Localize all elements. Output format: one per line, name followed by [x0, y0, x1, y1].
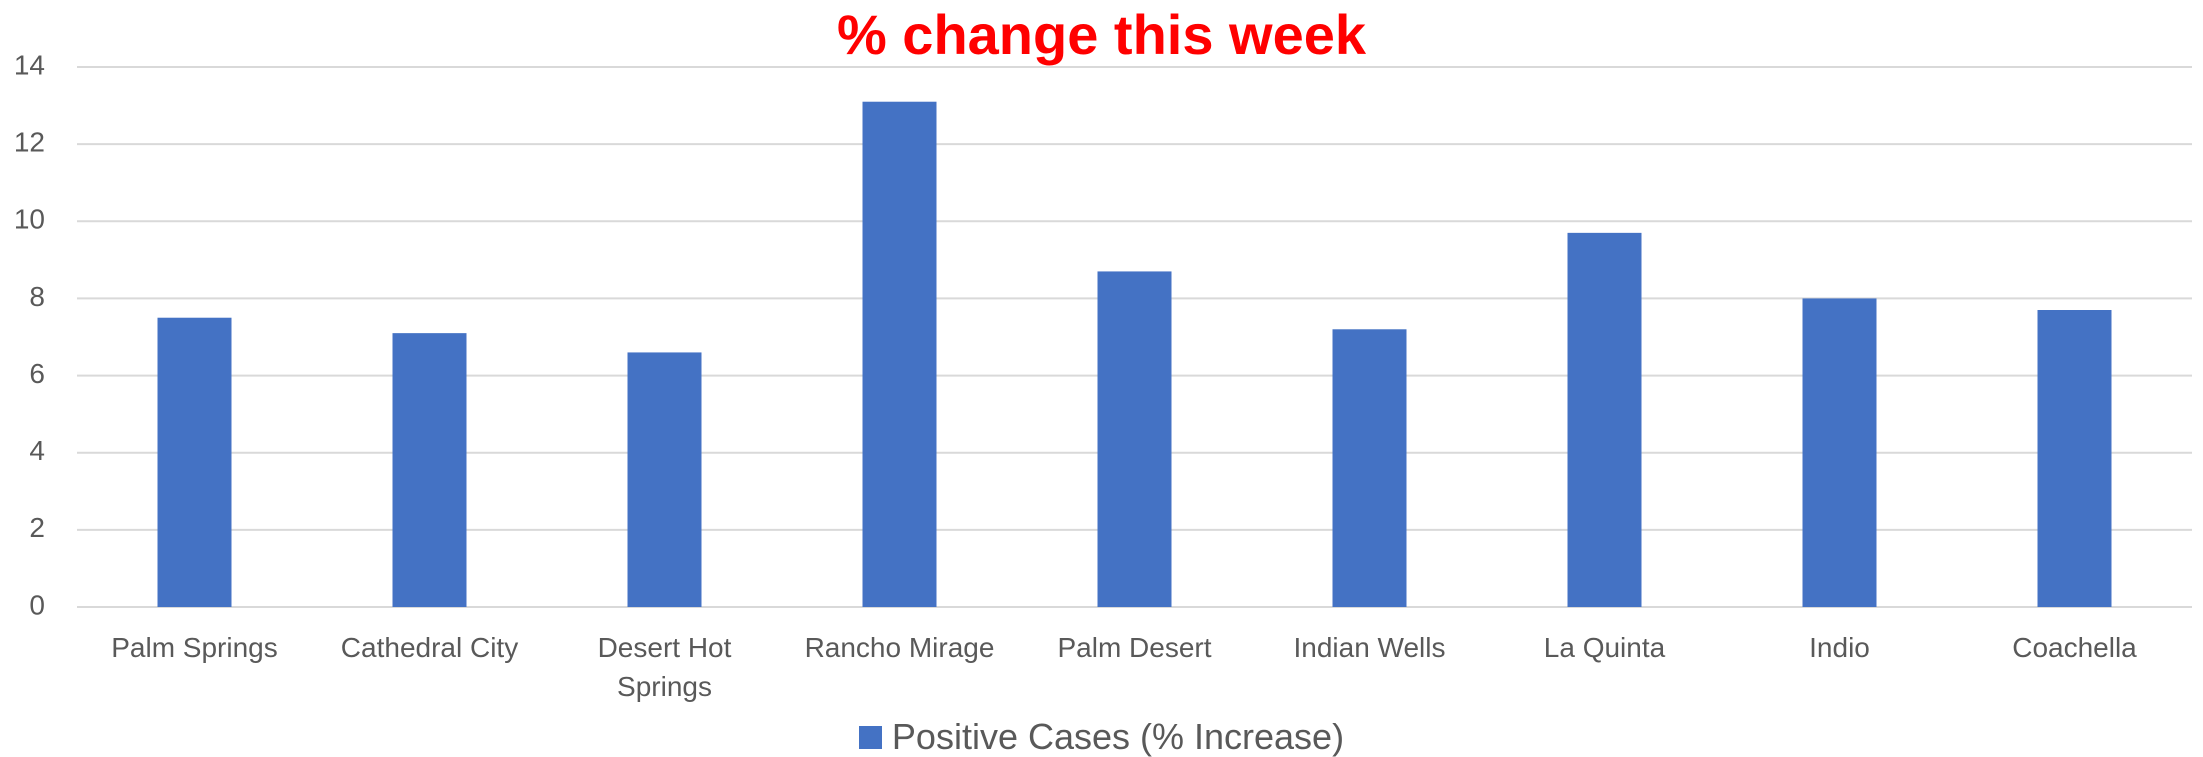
- x-tick-label: Coachella: [2012, 632, 2137, 663]
- y-tick-label: 2: [29, 512, 45, 543]
- chart-title: % change this week: [836, 3, 1367, 66]
- bar: [2037, 310, 2112, 607]
- x-tick-label: Desert Hot Springs: [597, 632, 732, 702]
- bar: [1802, 298, 1877, 607]
- y-tick-label: 8: [29, 281, 45, 312]
- x-tick-label: Cathedral City: [340, 632, 519, 663]
- bar: [1567, 232, 1642, 607]
- x-tick-label: Palm Desert: [1057, 632, 1212, 663]
- bar: [1332, 329, 1407, 607]
- y-tick-label: 14: [14, 49, 45, 80]
- bar: [392, 333, 467, 607]
- y-tick-label: 4: [29, 435, 45, 466]
- x-tick-label: Palm Springs: [111, 632, 278, 663]
- y-tick-label: 6: [29, 358, 45, 389]
- x-tick-label: La Quinta: [1543, 632, 1666, 663]
- legend-swatch: [858, 725, 882, 749]
- y-tick-label: 0: [29, 589, 45, 620]
- bar: [627, 352, 702, 607]
- x-tick-label: Indian Wells: [1293, 632, 1446, 663]
- y-tick-label: 10: [14, 204, 45, 235]
- bar: [1097, 271, 1172, 607]
- y-tick-label: 12: [14, 127, 45, 158]
- bar: [157, 317, 232, 607]
- bar: [862, 101, 937, 607]
- x-tick-label: Indio: [1809, 632, 1870, 663]
- legend: Positive Cases (% Increase): [0, 716, 2203, 757]
- x-tick-label: Rancho Mirage: [804, 632, 995, 663]
- legend-label: Positive Cases (% Increase): [891, 716, 1345, 757]
